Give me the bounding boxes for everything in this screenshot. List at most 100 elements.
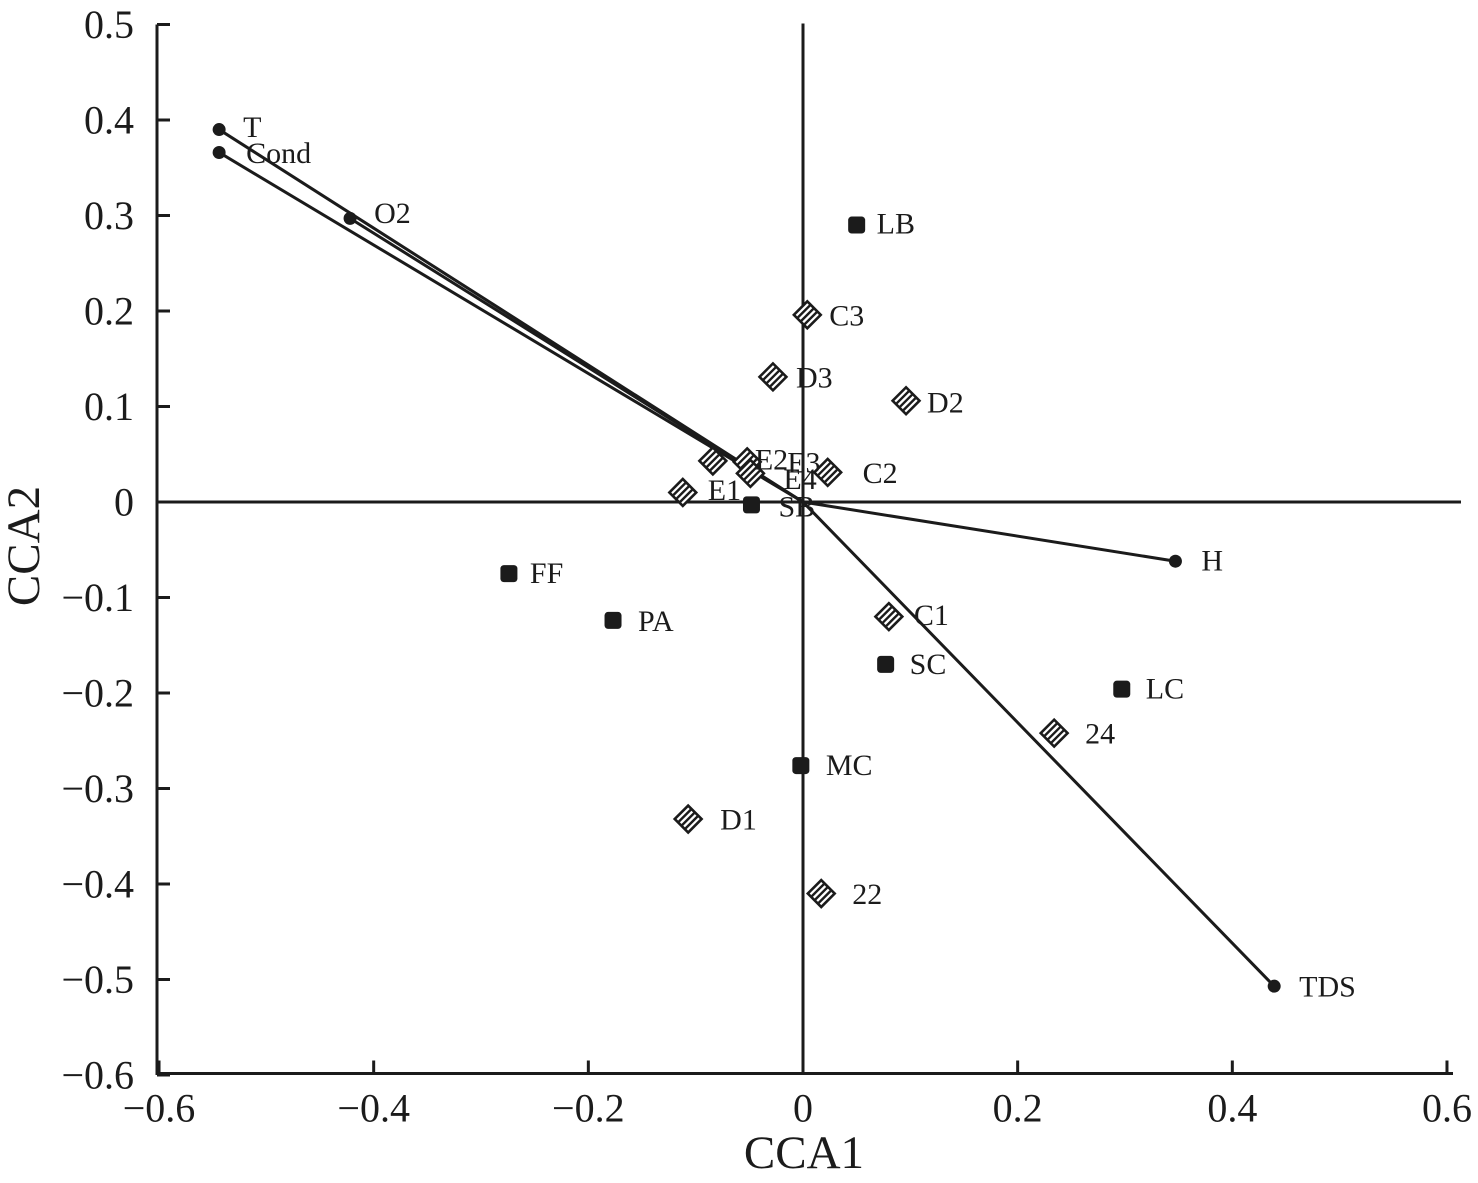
vector-line-Cond — [218, 151, 804, 504]
point-TDS — [1267, 979, 1281, 993]
point-T — [212, 123, 226, 137]
diamond-hatch-line — [824, 469, 838, 483]
diamond-hatch-line — [769, 373, 784, 388]
y-tick-label: 0.3 — [84, 193, 134, 238]
diamond-hatch-line — [747, 469, 761, 484]
point-label-C2: C2 — [863, 457, 898, 490]
point-FF — [500, 565, 518, 583]
x-axis-title: CCA1 — [744, 1127, 864, 1179]
diamond-hatch-line — [803, 311, 818, 326]
diamond-hatch-line — [814, 886, 829, 901]
diamond-hatch-line — [702, 450, 717, 465]
point-label-E4: E4 — [783, 463, 816, 496]
point-label-22: 22 — [852, 878, 882, 911]
point-label-TDS: TDS — [1299, 971, 1356, 1004]
point-LC — [1113, 680, 1131, 698]
y-axis-title: CCA2 — [0, 486, 50, 606]
point-label-SC: SC — [910, 648, 947, 681]
diamond-hatch-line — [1047, 726, 1061, 740]
point-label-LB: LB — [877, 208, 915, 241]
point-label-24: 24 — [1085, 718, 1115, 751]
diamond-hatch-line — [797, 304, 811, 319]
y-tick-label: −0.6 — [61, 1053, 134, 1098]
point-SC — [877, 655, 895, 673]
diamond-hatch-line — [899, 393, 913, 408]
point-label-LC: LC — [1146, 673, 1184, 706]
point-label-H: H — [1201, 545, 1223, 578]
point-C2 — [812, 457, 843, 488]
y-tick-label: −0.1 — [61, 575, 134, 620]
point-C3 — [792, 299, 823, 331]
diamond-hatch-line — [679, 489, 693, 503]
diamond-hatch-line — [766, 370, 780, 384]
point-SB — [742, 496, 760, 514]
point-D3 — [757, 361, 789, 393]
diamond-hatch-line — [672, 482, 687, 496]
point-E1 — [667, 477, 699, 508]
point-E4 — [735, 458, 766, 489]
diamond-hatch-line — [709, 457, 724, 472]
point-label-E2: E2 — [755, 443, 788, 476]
diamond-hatch-line — [762, 366, 777, 381]
diamond-hatch-line — [800, 308, 815, 322]
diamond-hatch-line — [743, 466, 758, 481]
diamond-hatch-line — [878, 606, 893, 620]
point-24 — [1038, 717, 1070, 749]
point-LB — [848, 216, 866, 234]
point-label-SB: SB — [778, 490, 815, 523]
x-tick-label: 0 — [793, 1086, 813, 1131]
points-layer — [212, 123, 1281, 993]
y-tick-label: 0.2 — [84, 289, 134, 334]
point-label-E3: E3 — [787, 446, 820, 479]
point-E2 — [697, 445, 729, 477]
point-22 — [805, 878, 837, 909]
point-label-Cond: Cond — [246, 137, 311, 170]
x-tick-label: 0.6 — [1422, 1086, 1472, 1131]
axes-layer — [155, 23, 1461, 1075]
x-tick-label: 0.4 — [1207, 1086, 1257, 1131]
point-MC — [792, 757, 810, 775]
point-H — [1168, 554, 1182, 568]
point-D2 — [890, 385, 922, 417]
point-label-PA: PA — [638, 605, 674, 638]
diamond-hatch-line — [817, 462, 832, 476]
diamond-hatch-line — [817, 890, 832, 904]
diamond-hatch-line — [706, 454, 720, 468]
x-tick-label: −0.4 — [337, 1086, 410, 1131]
diamond-hatch-line — [820, 465, 835, 480]
point-O2 — [343, 211, 357, 225]
y-tick-label: −0.4 — [61, 862, 134, 907]
vectors-layer — [218, 128, 1276, 988]
ticks-layer — [157, 23, 1449, 1077]
x-tick-label: −0.2 — [552, 1086, 625, 1131]
x-tick-label: 0.2 — [993, 1086, 1043, 1131]
diamond-hatch-line — [1043, 722, 1058, 737]
point-label-C3: C3 — [829, 299, 864, 332]
point-Cond — [212, 145, 226, 159]
y-tick-label: −0.3 — [61, 766, 134, 811]
point-label-FF: FF — [530, 557, 563, 590]
diamond-hatch-line — [902, 397, 917, 411]
y-tick-label: −0.2 — [61, 671, 134, 716]
point-label-T: T — [243, 111, 261, 144]
diamond-hatch-line — [677, 808, 692, 823]
point-label-D3: D3 — [796, 361, 833, 394]
y-tick-label: 0.4 — [84, 98, 134, 143]
point-D1 — [672, 803, 704, 835]
point-label-D1: D1 — [720, 804, 757, 837]
diamond-hatch-line — [681, 812, 695, 826]
diamond-hatch-line — [895, 390, 910, 405]
x-tick-label: −0.6 — [123, 1086, 196, 1131]
y-tick-label: 0.5 — [84, 2, 134, 47]
point-label-D2: D2 — [927, 386, 964, 419]
point-label-MC: MC — [826, 749, 873, 782]
point-label-C1: C1 — [914, 599, 949, 632]
diamond-hatch-line — [885, 613, 900, 627]
diamond-hatch-line — [882, 609, 896, 624]
point-label-O2: O2 — [374, 197, 411, 230]
diamond-hatch-line — [684, 815, 699, 830]
point-C1 — [873, 601, 905, 632]
